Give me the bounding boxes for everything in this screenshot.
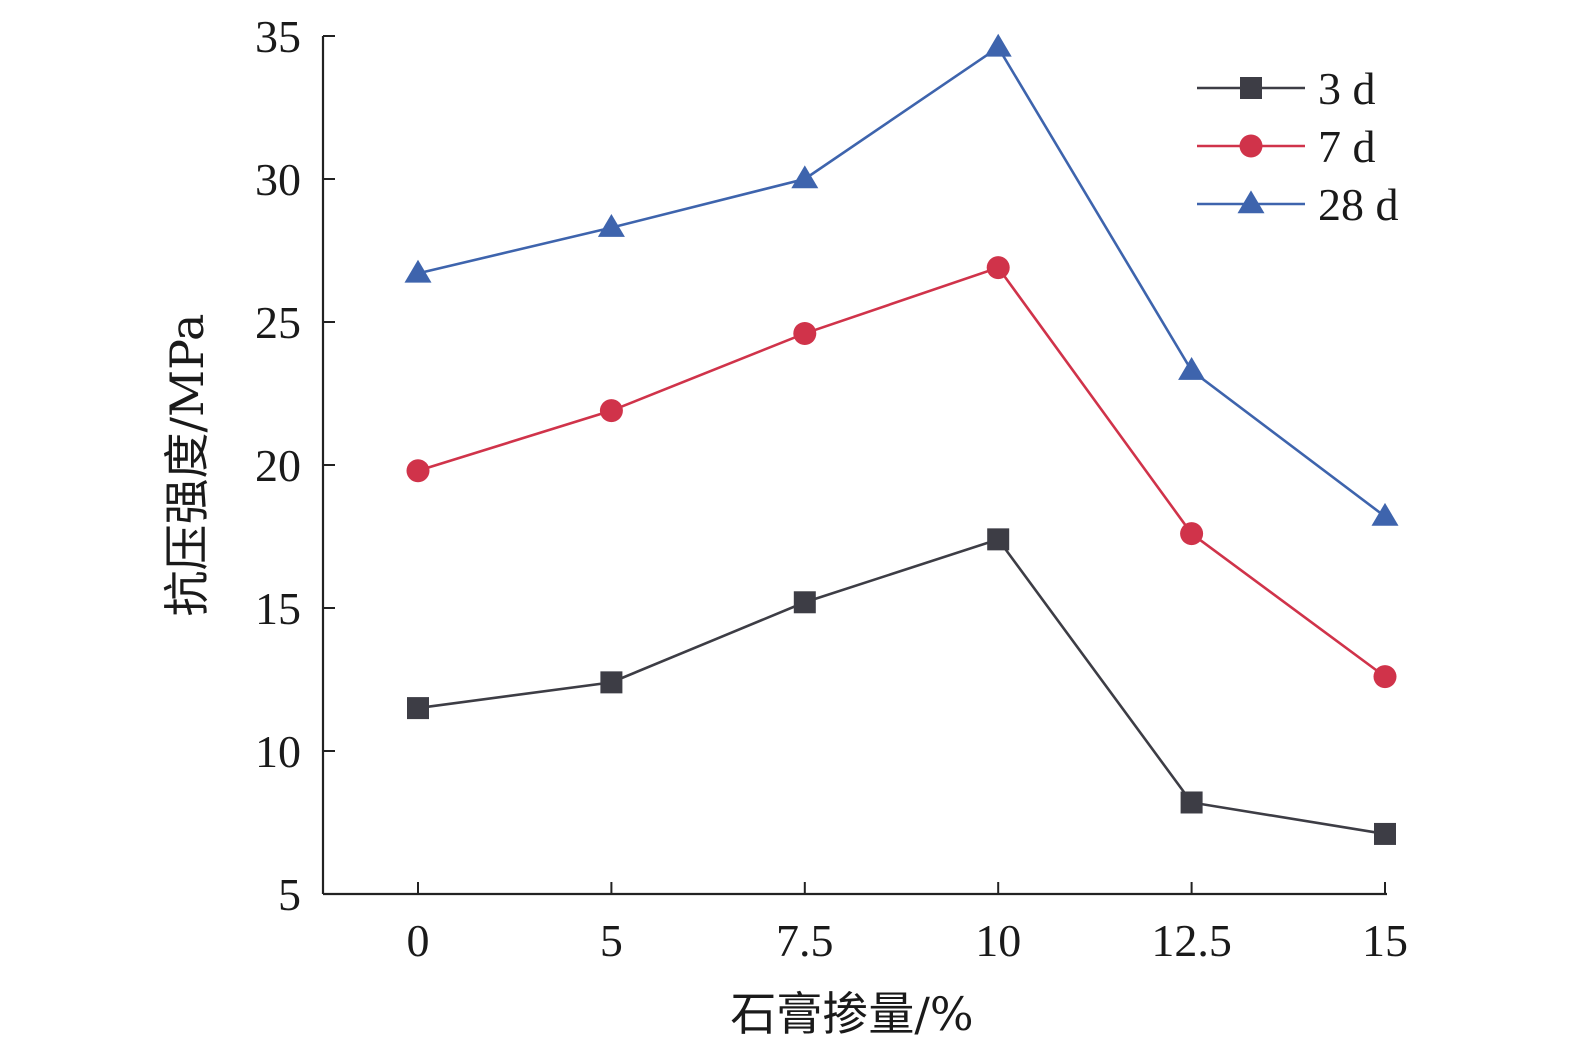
- data-point: [1178, 356, 1206, 380]
- x-tick-label: 5: [600, 915, 623, 966]
- legend-marker: [1239, 134, 1263, 158]
- data-point: [1180, 791, 1203, 814]
- series-layer: [404, 33, 1399, 845]
- legend-label: 7 d: [1318, 121, 1376, 172]
- data-point: [1180, 522, 1204, 546]
- x-tick-label: 15: [1362, 915, 1408, 966]
- legend-entry: 7 d: [1197, 121, 1376, 172]
- series-3d: [407, 528, 1396, 845]
- y-axis-title: 抗压强度/MPa: [160, 314, 214, 617]
- legend: 3 d 7 d 28 d: [1197, 63, 1399, 230]
- legend-entry: 28 d: [1197, 179, 1399, 230]
- y-axis-ticks: 5 10 15 20 25 30 35: [255, 11, 335, 920]
- data-point: [987, 528, 1010, 551]
- y-tick-label: 15: [255, 583, 301, 634]
- series-line: [417, 266, 1386, 678]
- y-tick-label: 5: [278, 869, 301, 920]
- data-point: [1373, 665, 1397, 689]
- data-point: [984, 33, 1012, 57]
- x-tick-label: 12.5: [1151, 915, 1232, 966]
- data-point: [404, 259, 432, 283]
- data-point: [1371, 502, 1399, 526]
- legend-marker: [1240, 77, 1262, 99]
- x-tick-label: 7.5: [776, 915, 834, 966]
- data-point: [406, 459, 430, 483]
- y-tick-label: 20: [255, 440, 301, 491]
- legend-label: 28 d: [1318, 179, 1399, 230]
- series-line: [417, 45, 1386, 518]
- data-point: [597, 213, 625, 237]
- data-point: [793, 321, 817, 345]
- series-28d: [404, 33, 1399, 526]
- y-tick-label: 35: [255, 11, 301, 62]
- legend-marker: [1237, 190, 1265, 214]
- x-tick-label: 10: [975, 915, 1021, 966]
- y-tick-label: 25: [255, 297, 301, 348]
- y-tick-label: 10: [255, 726, 301, 777]
- series-line: [417, 537, 1386, 836]
- data-point: [407, 697, 429, 720]
- data-point: [600, 671, 623, 694]
- data-point: [986, 256, 1010, 280]
- data-point: [599, 399, 623, 423]
- x-axis-ticks: 0 5 7.5 10 12.5 15: [407, 882, 1408, 966]
- data-point: [793, 591, 816, 614]
- legend-entry: 3 d: [1197, 63, 1376, 114]
- data-point: [1374, 822, 1396, 845]
- series-7d: [406, 256, 1397, 689]
- y-tick-label: 30: [255, 154, 301, 205]
- x-tick-label: 0: [407, 915, 430, 966]
- legend-label: 3 d: [1318, 63, 1376, 114]
- axes: [321, 36, 1387, 896]
- data-point: [791, 165, 819, 189]
- x-axis-title: 石膏掺量/%: [730, 987, 973, 1041]
